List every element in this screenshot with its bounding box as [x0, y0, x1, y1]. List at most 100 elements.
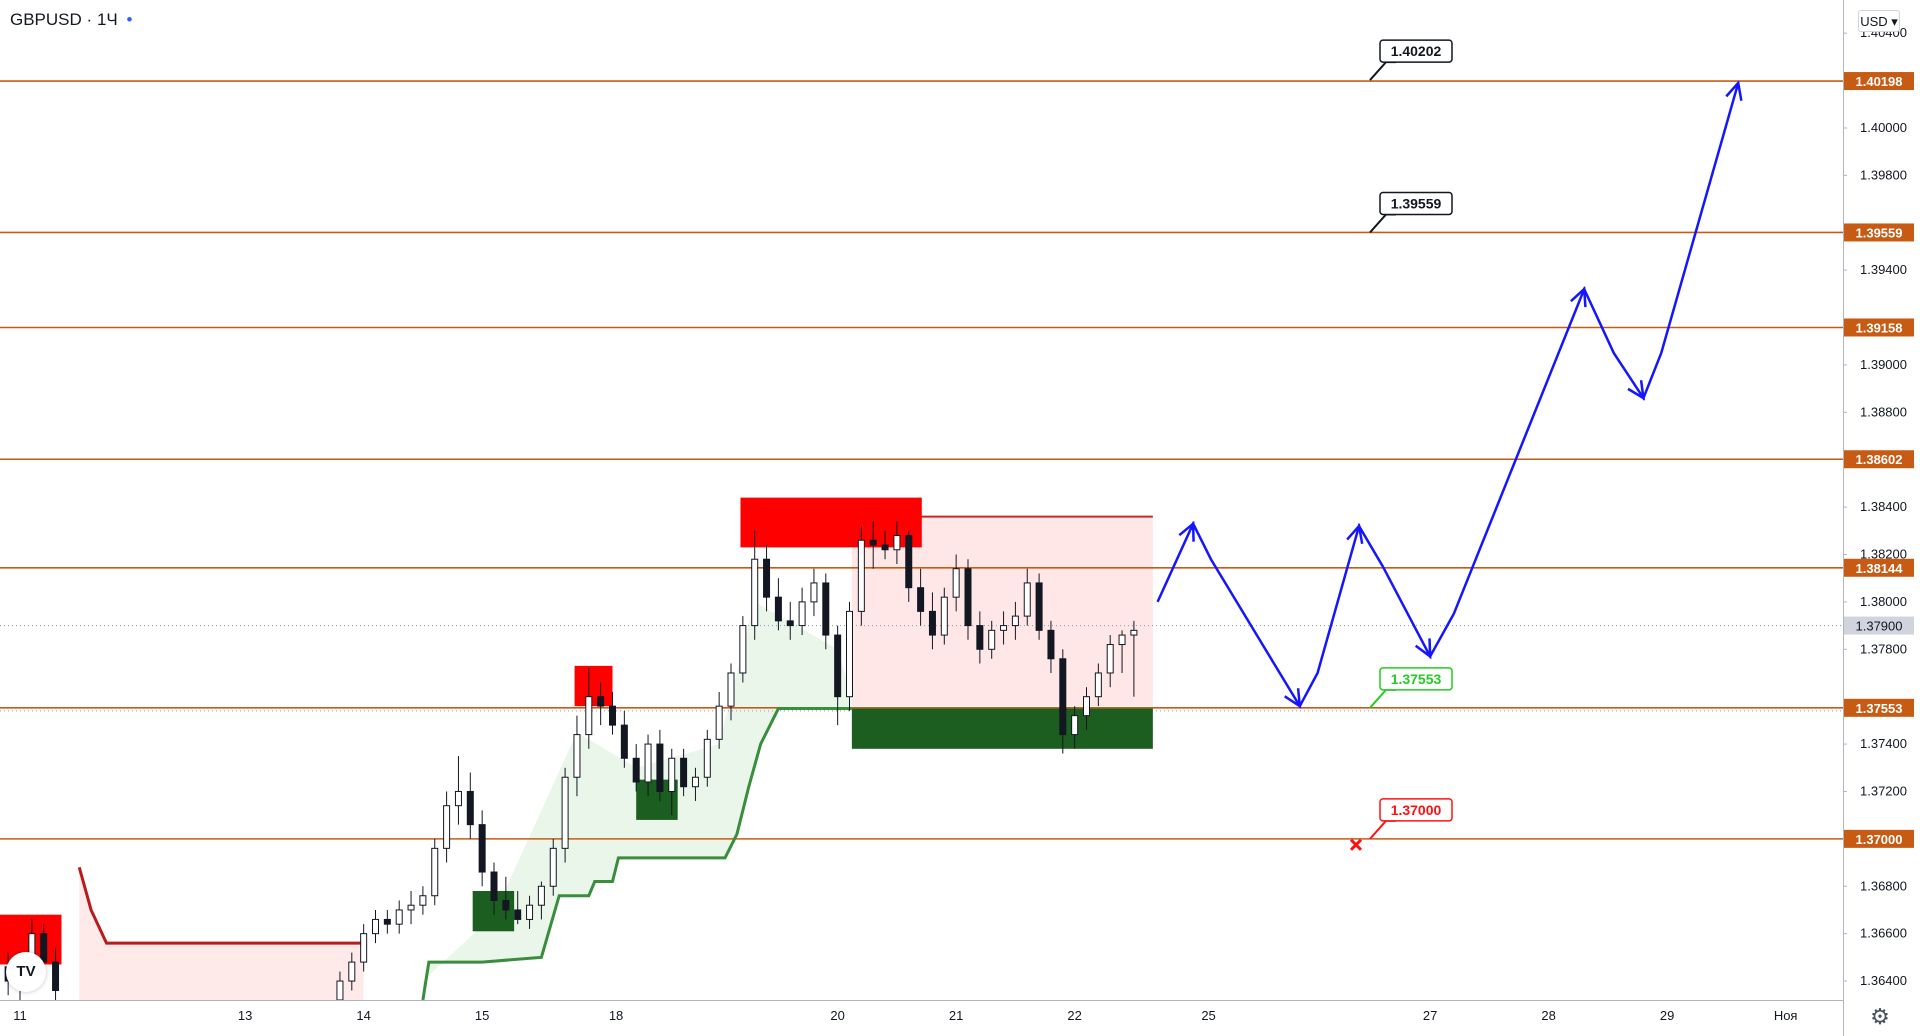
candle[interactable] [1011, 601, 1019, 640]
candle-body [763, 558, 771, 598]
candle[interactable] [1130, 620, 1138, 697]
candle[interactable] [561, 767, 569, 863]
level-price-tag[interactable] [1844, 558, 1914, 577]
candle[interactable] [964, 559, 972, 640]
level-price-tag[interactable] [1844, 450, 1914, 469]
candle[interactable] [395, 900, 403, 934]
candle[interactable] [454, 755, 462, 825]
candle[interactable] [443, 791, 451, 863]
candle[interactable] [763, 545, 771, 612]
demand-zone[interactable] [851, 708, 1153, 749]
level-price-label: 1.39158 [1856, 320, 1903, 335]
candle[interactable] [668, 748, 676, 816]
candle[interactable] [739, 616, 747, 683]
candle[interactable] [905, 530, 913, 602]
candle[interactable] [1094, 663, 1102, 707]
candle-body [964, 568, 972, 627]
candle[interactable] [893, 521, 901, 564]
candle[interactable] [514, 890, 522, 925]
level-price-tag[interactable] [1844, 829, 1914, 848]
candle[interactable] [466, 772, 474, 839]
candle[interactable] [1000, 611, 1008, 645]
candle[interactable] [573, 715, 581, 797]
candle[interactable] [822, 573, 830, 650]
trail-support-line[interactable] [421, 707, 852, 1001]
candle[interactable] [656, 729, 664, 801]
candle[interactable] [526, 895, 534, 929]
gear-icon[interactable]: ⚙ [1870, 1004, 1890, 1029]
timeframe-label[interactable]: 1Ч [96, 10, 118, 29]
candle[interactable] [751, 530, 759, 640]
y-tick-label: 1.36400 [1860, 973, 1907, 988]
candle[interactable] [810, 568, 818, 617]
candle[interactable] [372, 909, 379, 944]
candle[interactable] [419, 886, 427, 915]
supply-zone[interactable] [740, 497, 922, 548]
candle-body [822, 582, 830, 636]
candle[interactable] [952, 554, 960, 612]
callout-box [1379, 798, 1453, 822]
candle[interactable] [1106, 635, 1114, 688]
level-price-tag[interactable] [1844, 698, 1914, 717]
candle[interactable] [1118, 630, 1126, 673]
candle[interactable] [857, 526, 865, 626]
candle[interactable] [846, 601, 853, 711]
candle[interactable] [703, 729, 711, 787]
candle[interactable] [881, 530, 889, 560]
candle[interactable] [383, 909, 391, 934]
level-price-tag[interactable] [1844, 318, 1914, 337]
candle[interactable] [727, 663, 735, 721]
supply-zone[interactable] [574, 665, 613, 707]
candle[interactable] [869, 521, 877, 569]
candle[interactable] [1047, 620, 1055, 673]
candle[interactable] [549, 838, 557, 896]
level-price-tag[interactable] [1844, 223, 1914, 242]
candle[interactable] [632, 744, 640, 792]
candle[interactable] [976, 611, 984, 664]
candle[interactable] [597, 682, 605, 726]
candle[interactable] [348, 952, 356, 991]
candle[interactable] [1023, 568, 1031, 626]
candle[interactable] [1071, 706, 1079, 749]
candle[interactable] [52, 947, 60, 1000]
x-tick-label: 29 [1660, 1008, 1674, 1023]
candle[interactable] [537, 881, 545, 920]
candle[interactable] [585, 668, 593, 749]
candle[interactable] [1035, 573, 1043, 640]
candle[interactable] [431, 838, 439, 906]
candle[interactable] [940, 587, 948, 645]
candle[interactable] [715, 691, 723, 749]
candle[interactable] [502, 876, 510, 920]
candle[interactable] [644, 734, 652, 797]
candle[interactable] [478, 810, 486, 887]
symbol-label[interactable]: GBPUSD · 1Ч • [10, 10, 132, 30]
level-price-tag[interactable] [1844, 72, 1914, 91]
candle[interactable] [834, 625, 842, 726]
trail-stop-line[interactable] [77, 866, 364, 945]
candle[interactable] [1083, 687, 1090, 730]
candle[interactable] [798, 587, 806, 636]
candle[interactable] [691, 767, 699, 801]
candle[interactable] [490, 862, 498, 915]
candle[interactable] [988, 620, 996, 659]
candle[interactable] [1059, 649, 1067, 754]
current-price-tag[interactable] [1844, 616, 1914, 635]
currency-dropdown[interactable]: USD ▾ [1858, 10, 1900, 32]
candle[interactable] [620, 710, 628, 768]
candle[interactable] [917, 568, 925, 626]
price-callout[interactable]: 1.37000 [1369, 798, 1453, 840]
candle[interactable] [786, 601, 794, 640]
candle[interactable] [680, 748, 688, 797]
price-callout[interactable]: 1.40202 [1369, 39, 1453, 81]
candle[interactable] [407, 890, 415, 925]
candle-body [656, 743, 664, 792]
projection-path[interactable] [1156, 82, 1740, 709]
price-callout[interactable]: 1.37553 [1369, 667, 1453, 709]
candle[interactable] [609, 691, 616, 735]
candle[interactable] [928, 592, 936, 650]
candle[interactable] [774, 578, 782, 631]
price-callout[interactable]: 1.39559 [1369, 191, 1453, 234]
candle[interactable] [360, 924, 368, 972]
tradingview-logo-icon[interactable]: TV [6, 952, 46, 992]
